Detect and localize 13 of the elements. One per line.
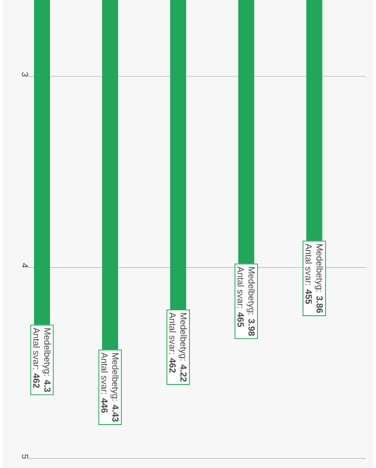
y-tick-label: 4 <box>22 263 28 268</box>
data-label: Medelbetyg: 4.22 <box>178 313 187 382</box>
annotation: Antal svar: 446 <box>101 352 108 413</box>
data-label: Medelbetyg: 4.43 <box>110 353 119 422</box>
data-label: Medelbetyg: 4.3 <box>42 328 51 392</box>
y-tick-label: 3 <box>22 72 28 77</box>
annotation: Antal svar: 462 <box>169 312 176 373</box>
annotation: Antal svar: 462 <box>33 328 40 388</box>
data-label: Medelbetyg: 3.86 <box>314 244 324 313</box>
annotation: Antal svar: 455 <box>306 244 312 304</box>
y-tick-label: 5 <box>22 454 28 459</box>
data-label: Medelbetyg: 3.98 <box>246 267 255 336</box>
annotation: Antal svar: 465 <box>237 266 244 327</box>
